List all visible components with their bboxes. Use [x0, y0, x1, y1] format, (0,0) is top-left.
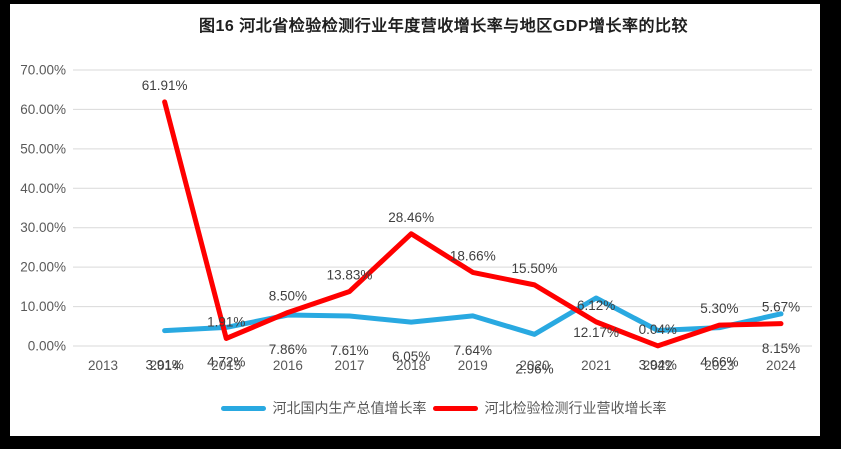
legend-label-gdp: 河北国内生产总值增长率	[272, 400, 427, 416]
legend-item-revenue: 河北检验检测行业营收增长率	[432, 398, 667, 418]
data-label-revenue-2022: 0.04%	[639, 322, 677, 337]
data-label-gdp-2016: 7.86%	[269, 342, 307, 357]
x-axis-label: 2014	[150, 358, 181, 373]
y-axis-tick-label: 40.00%	[20, 181, 66, 196]
data-label-gdp-2023: 4.66%	[700, 355, 738, 370]
revenue-growth-line	[162, 99, 784, 349]
revenue-line-swatch	[432, 405, 478, 411]
x-axis-label: 2019	[458, 358, 488, 373]
data-label-gdp-2021: 12.17%	[573, 325, 619, 340]
data-label-gdp-2014: 3.91%	[145, 358, 183, 373]
data-label-revenue-2017: 13.83%	[327, 267, 373, 282]
y-axis-tick-label: 50.00%	[20, 141, 66, 156]
data-label-gdp-2022: 3.94%	[639, 357, 677, 372]
gdp-line-swatch	[220, 405, 266, 411]
data-label-revenue-2018: 28.46%	[388, 210, 434, 225]
x-axis-label: 2018	[396, 358, 426, 373]
gdp-growth-line	[162, 295, 784, 337]
x-axis-label: 2016	[273, 358, 303, 373]
chart-title: 图16 河北省检验检测行业年度营收增长率与地区GDP增长率的比较	[199, 18, 688, 35]
data-label-revenue-2021: 6.12%	[577, 298, 615, 313]
y-axis-tick-label: 0.00%	[28, 339, 66, 354]
data-label-gdp-2018: 6.05%	[392, 349, 430, 364]
legend-label-revenue: 河北检验检测行业营收增长率	[484, 400, 667, 416]
data-label-revenue-2016: 8.50%	[269, 288, 307, 303]
data-label-gdp-2015: 4.72%	[207, 354, 245, 369]
data-label-revenue-2019: 18.66%	[450, 248, 496, 263]
data-label-revenue-2015: 1.91%	[207, 314, 245, 329]
data-label-revenue-2020: 15.50%	[512, 261, 558, 276]
y-axis-tick-label: 60.00%	[20, 102, 66, 117]
y-axis-tick-label: 20.00%	[20, 260, 66, 275]
y-axis-tick-label: 30.00%	[20, 220, 66, 235]
y-axis-tick-label: 70.00%	[20, 63, 66, 78]
chart-canvas	[10, 4, 820, 436]
legend-item-gdp: 河北国内生产总值增长率	[220, 398, 427, 418]
data-label-revenue-2023: 5.30%	[700, 301, 738, 316]
y-axis-tick-label: 10.00%	[20, 299, 66, 314]
data-label-gdp-2020: 2.96%	[515, 361, 553, 376]
x-axis-label: 2017	[335, 358, 365, 373]
data-label-gdp-2017: 7.61%	[330, 343, 368, 358]
x-axis-label: 2021	[581, 358, 611, 373]
x-axis-label: 2020	[519, 358, 549, 373]
data-label-revenue-2024: 5.67%	[762, 300, 800, 315]
x-axis-label: 2023	[704, 358, 734, 373]
x-axis-label: 2024	[766, 358, 797, 373]
legend: 河北国内生产总值增长率 河北检验检测行业营收增长率	[75, 398, 812, 418]
x-axis-label: 2022	[643, 358, 673, 373]
data-label-revenue-2014: 61.91%	[142, 78, 188, 93]
x-axis-label: 2015	[211, 358, 241, 373]
data-label-gdp-2019: 7.64%	[454, 343, 492, 358]
x-axis-label: 2013	[88, 358, 118, 373]
data-label-gdp-2024: 8.15%	[762, 341, 800, 356]
